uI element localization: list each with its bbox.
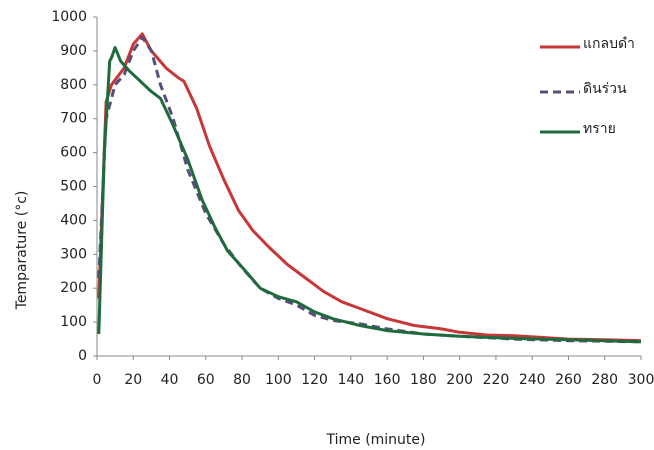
- x-tick-label: 260: [555, 372, 582, 388]
- x-tick-label: 220: [483, 372, 510, 388]
- legend-label: ดินร่วน: [583, 81, 627, 97]
- y-tick-label: 500: [60, 179, 87, 195]
- y-tick-label: 400: [60, 212, 87, 228]
- x-tick-label: 300: [628, 372, 654, 388]
- y-tick-label: 600: [60, 145, 87, 161]
- series-line: [99, 37, 641, 342]
- y-tick-label: 200: [60, 280, 87, 296]
- x-tick-label: 120: [301, 372, 328, 388]
- x-tick-label: 20: [124, 372, 142, 388]
- y-tick-label: 0: [78, 348, 87, 364]
- y-tick-label: 900: [60, 43, 87, 59]
- y-tick-label: 1000: [51, 9, 87, 25]
- x-tick-label: 60: [197, 372, 215, 388]
- y-axis-title: Temparature (°c): [14, 191, 30, 311]
- x-tick-label: 100: [265, 372, 292, 388]
- legend-label: แกลบดำ: [583, 36, 635, 52]
- y-tick-label: 300: [60, 246, 87, 262]
- x-tick-label: 240: [519, 372, 546, 388]
- x-axis-title: Time (minute): [325, 432, 425, 448]
- x-tick-label: 0: [93, 372, 102, 388]
- y-tick-label: 800: [60, 77, 87, 93]
- legend-label: ทราย: [583, 121, 616, 137]
- y-tick-label: 100: [60, 314, 87, 330]
- x-tick-label: 180: [410, 372, 437, 388]
- x-tick-label: 140: [337, 372, 364, 388]
- x-tick-label: 80: [233, 372, 251, 388]
- x-tick-label: 40: [161, 372, 179, 388]
- page: {"chart_data": {"type": "line", "x_label…: [0, 0, 654, 450]
- x-tick-label: 160: [374, 372, 401, 388]
- chart: Time (minute) Temparature (°c) 010020030…: [0, 0, 654, 450]
- series-line: [99, 34, 641, 341]
- x-tick-label: 280: [591, 372, 618, 388]
- x-tick-label: 200: [446, 372, 473, 388]
- y-tick-label: 700: [60, 111, 87, 127]
